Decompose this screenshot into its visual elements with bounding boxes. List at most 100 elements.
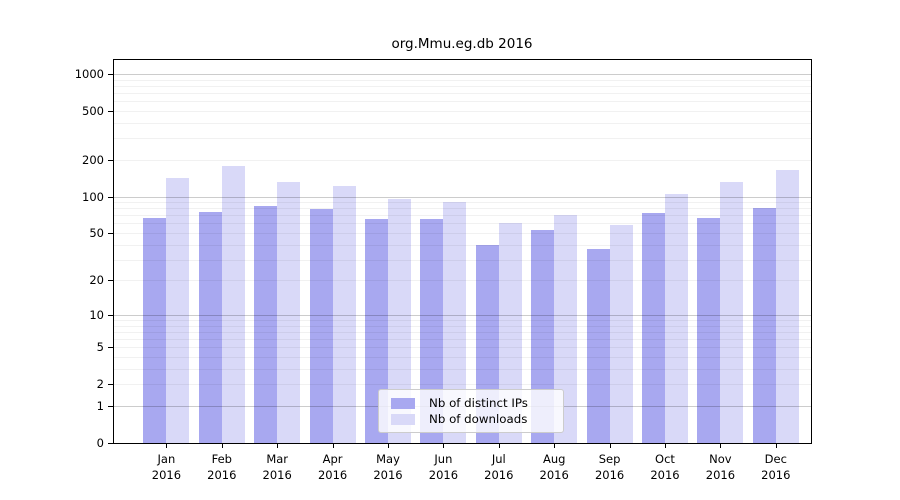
x-axis-tick	[221, 443, 223, 448]
chart-title: org.Mmu.eg.db 2016	[391, 36, 533, 52]
minor-gridline	[114, 138, 811, 140]
bar-jan-distinct-ips	[143, 217, 167, 443]
minor-gridline	[114, 215, 811, 217]
minor-gridline	[114, 79, 811, 81]
x-axis-label-sep: Sep 2016	[594, 452, 625, 482]
legend-swatch-distinct-ips	[391, 397, 415, 409]
legend-swatch-downloads	[391, 413, 415, 425]
x-axis-label-jun: Jun 2016	[428, 452, 459, 482]
x-axis-label-feb: Feb 2016	[207, 452, 237, 482]
x-axis-tick	[443, 443, 445, 448]
x-axis-tick	[775, 443, 777, 448]
x-axis-label-jul: Jul 2016	[484, 452, 514, 482]
bar-nov-distinct-ips	[697, 218, 721, 443]
minor-gridline	[114, 122, 811, 124]
x-axis-label-dec: Dec 2016	[761, 452, 791, 482]
x-axis-tick	[498, 443, 500, 448]
x-axis-label-mar: Mar 2016	[262, 452, 292, 482]
y-axis-label: 500	[82, 104, 104, 118]
legend-item-distinct-ips: Nb of distinct IPs	[386, 395, 555, 411]
x-axis-tick	[554, 443, 556, 448]
bar-apr-distinct-ips	[309, 209, 333, 443]
bar-mar-distinct-ips	[254, 206, 278, 443]
y-axis-label: 2	[96, 377, 104, 392]
x-axis-tick	[720, 443, 722, 448]
y-axis-tick	[108, 159, 114, 161]
x-axis-tick	[665, 443, 666, 448]
x-axis-label-may: May 2016	[373, 452, 403, 482]
bar-dec-distinct-ips	[752, 207, 776, 443]
bar-may-downloads	[388, 198, 411, 443]
minor-gridline	[114, 85, 811, 87]
x-axis-tick	[166, 443, 168, 448]
minor-gridline	[114, 357, 811, 358]
plot-area	[113, 59, 812, 444]
minor-gridline	[114, 101, 811, 103]
y-axis-label: 5	[96, 340, 104, 355]
bar-sep-distinct-ips	[586, 248, 610, 443]
bar-oct-downloads	[665, 194, 688, 443]
bar-jun-downloads	[443, 201, 467, 443]
major-gridline	[114, 196, 811, 198]
minor-gridline	[114, 325, 811, 327]
x-axis-tick	[332, 443, 334, 448]
y-axis-tick	[108, 406, 114, 407]
x-axis-label-oct: Oct 2016	[650, 452, 680, 482]
y-axis-tick	[108, 196, 114, 198]
y-axis-label: 0	[96, 436, 104, 450]
minor-gridline	[114, 159, 811, 161]
bar-aug-downloads	[554, 214, 578, 443]
y-axis-tick	[108, 347, 114, 349]
minor-gridline	[114, 384, 811, 386]
x-axis-tick	[277, 443, 279, 448]
y-axis-label: 50	[89, 226, 104, 240]
minor-gridline	[114, 93, 811, 94]
x-axis-tick	[609, 443, 611, 448]
y-axis-label: 100	[82, 189, 104, 204]
minor-gridline	[114, 369, 811, 370]
y-axis-tick	[108, 233, 114, 234]
bar-jan-downloads	[166, 177, 190, 443]
minor-gridline	[114, 111, 811, 112]
bar-apr-downloads	[332, 185, 356, 443]
y-axis-label: 1000	[74, 67, 104, 81]
minor-gridline	[114, 223, 811, 225]
bar-dec-downloads	[775, 170, 799, 443]
y-axis-tick	[108, 314, 114, 316]
minor-gridline	[114, 339, 811, 341]
minor-gridline	[114, 259, 811, 261]
y-axis-tick	[108, 384, 114, 386]
legend-label: Nb of downloads	[429, 412, 528, 426]
minor-gridline	[114, 233, 811, 234]
minor-gridline	[114, 320, 811, 321]
major-gridline	[114, 74, 811, 75]
bar-jun-distinct-ips	[420, 219, 444, 443]
bar-mar-downloads	[277, 182, 301, 443]
y-axis-label: 1	[96, 399, 104, 413]
y-axis-label: 20	[89, 273, 104, 288]
minor-gridline	[114, 280, 811, 282]
y-axis-label: 10	[89, 307, 104, 322]
minor-gridline	[114, 202, 811, 204]
bar-feb-distinct-ips	[198, 212, 222, 443]
y-axis-label: 200	[82, 152, 104, 167]
major-gridline	[114, 314, 811, 316]
bar-jul-downloads	[498, 223, 522, 443]
minor-gridline	[114, 347, 811, 349]
y-axis-tick	[108, 111, 114, 112]
y-axis-tick	[108, 443, 114, 444]
x-axis-label-jan: Jan 2016	[151, 452, 182, 482]
y-axis-tick	[108, 280, 114, 282]
legend-item-downloads: Nb of downloads	[386, 411, 555, 427]
bar-feb-downloads	[221, 165, 245, 443]
x-axis-tick	[388, 443, 389, 448]
minor-gridline	[114, 331, 811, 333]
x-axis-label-apr: Apr 2016	[317, 452, 348, 482]
bar-oct-distinct-ips	[642, 213, 665, 443]
bar-sep-downloads	[609, 225, 633, 443]
x-axis-label-aug: Aug 2016	[539, 452, 569, 482]
legend-label: Nb of distinct IPs	[429, 396, 528, 410]
minor-gridline	[114, 244, 811, 246]
y-axis-tick	[108, 74, 114, 75]
